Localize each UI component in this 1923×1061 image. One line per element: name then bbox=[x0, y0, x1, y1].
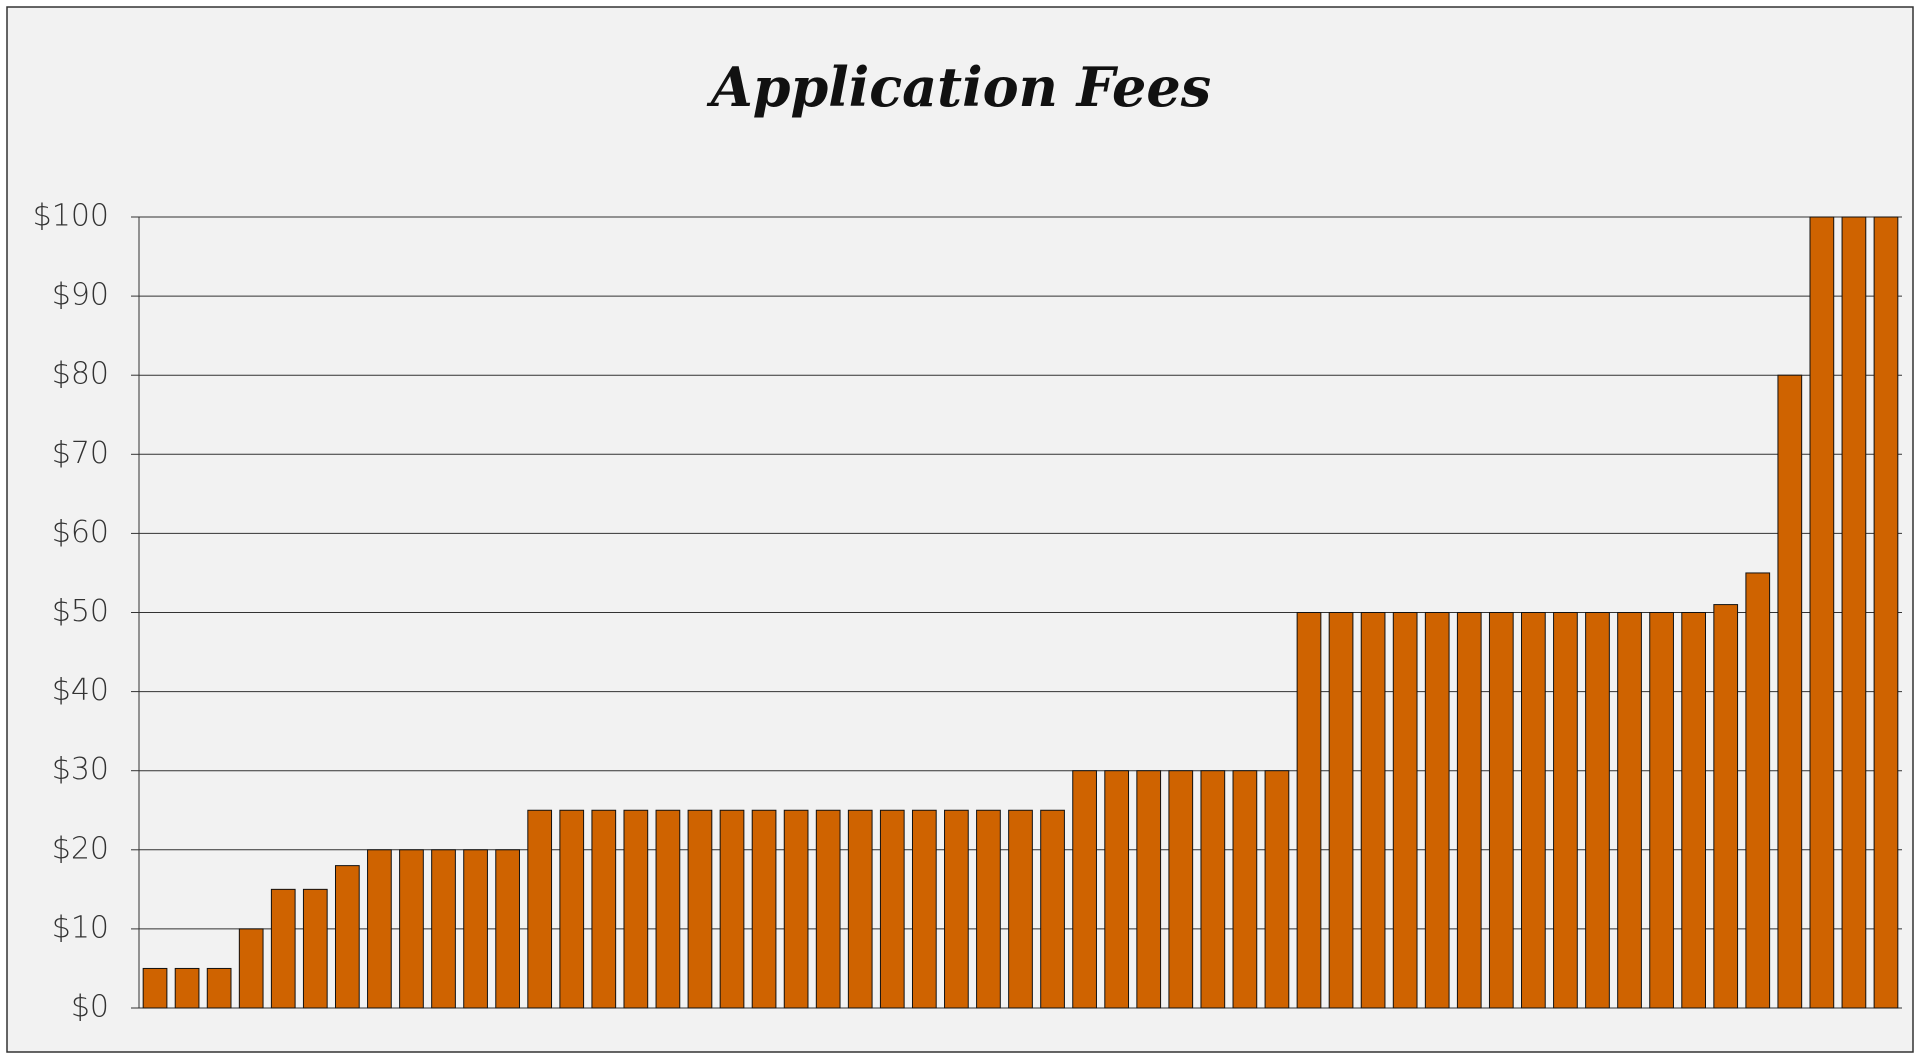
bar bbox=[1488, 612, 1514, 1009]
bar bbox=[944, 809, 969, 1009]
bar bbox=[976, 809, 1001, 1009]
y-tick-label: $80 bbox=[52, 357, 109, 392]
bar bbox=[1232, 770, 1258, 1009]
bar bbox=[142, 967, 168, 1009]
bar bbox=[1072, 770, 1097, 1009]
bar bbox=[1809, 216, 1835, 1009]
bar bbox=[1008, 809, 1033, 1009]
bar bbox=[1553, 612, 1578, 1009]
bar bbox=[1040, 809, 1065, 1009]
bar bbox=[687, 809, 713, 1009]
bar bbox=[1649, 612, 1674, 1009]
bar bbox=[1296, 612, 1322, 1009]
bar bbox=[399, 849, 424, 1009]
bar bbox=[1136, 770, 1162, 1009]
bar bbox=[1617, 612, 1642, 1009]
y-tick-label: $100 bbox=[33, 199, 109, 234]
y-tick-label: $0 bbox=[71, 990, 109, 1025]
bar bbox=[1264, 770, 1290, 1009]
bar bbox=[1745, 572, 1771, 1009]
chart-title: Application Fees bbox=[706, 55, 1211, 119]
bar bbox=[334, 865, 360, 1009]
bar bbox=[1521, 612, 1546, 1009]
bar bbox=[302, 888, 328, 1009]
bar bbox=[879, 809, 905, 1009]
y-tick-label: $10 bbox=[52, 910, 109, 945]
bar bbox=[1681, 612, 1707, 1009]
bar bbox=[431, 849, 456, 1009]
y-tick-label: $50 bbox=[52, 594, 109, 629]
bar bbox=[1424, 612, 1450, 1009]
bar bbox=[783, 809, 809, 1009]
bar bbox=[206, 967, 232, 1009]
y-tick-label: $40 bbox=[52, 673, 109, 708]
y-tick-label: $90 bbox=[52, 278, 109, 313]
bar bbox=[1585, 612, 1610, 1009]
bar bbox=[591, 809, 617, 1009]
bar bbox=[527, 809, 553, 1009]
bar bbox=[751, 809, 777, 1009]
bar bbox=[1328, 612, 1354, 1009]
bar bbox=[1456, 612, 1482, 1009]
bar bbox=[1104, 770, 1130, 1009]
bar bbox=[463, 849, 488, 1009]
y-tick-label: $30 bbox=[52, 752, 109, 787]
bar bbox=[1360, 612, 1386, 1009]
bar bbox=[719, 809, 745, 1009]
bar bbox=[1200, 770, 1226, 1009]
bar bbox=[174, 967, 200, 1009]
y-tick-label: $20 bbox=[52, 831, 109, 866]
bar bbox=[1841, 216, 1867, 1009]
bar bbox=[1713, 604, 1739, 1009]
bar bbox=[238, 928, 264, 1009]
bar bbox=[655, 809, 681, 1009]
y-tick-label: $60 bbox=[52, 515, 109, 550]
bar bbox=[495, 849, 520, 1009]
bar bbox=[911, 809, 937, 1009]
bar bbox=[1392, 612, 1418, 1009]
bar bbox=[623, 809, 649, 1009]
bar bbox=[1777, 374, 1803, 1009]
bar bbox=[815, 809, 841, 1009]
bar bbox=[367, 849, 392, 1009]
bar bbox=[847, 809, 873, 1009]
bar bbox=[1168, 770, 1194, 1009]
bar bbox=[1873, 216, 1899, 1009]
y-tick-label: $70 bbox=[52, 436, 109, 471]
bar bbox=[559, 809, 585, 1009]
bar bbox=[270, 888, 296, 1009]
